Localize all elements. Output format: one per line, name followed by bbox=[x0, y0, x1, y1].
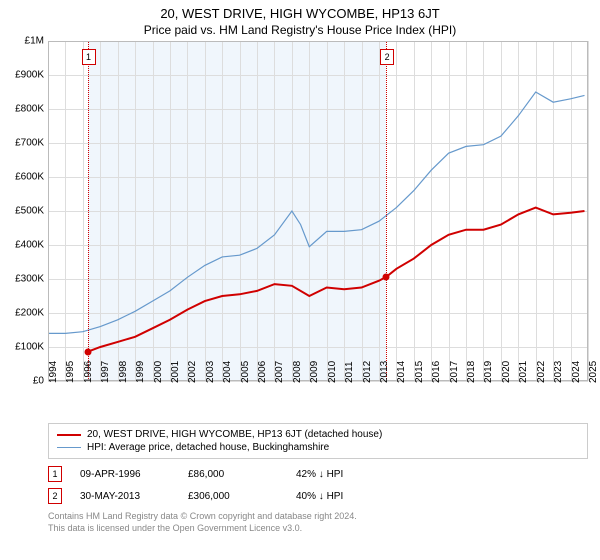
x-tick-label: 2017 bbox=[449, 361, 460, 383]
line-series bbox=[48, 41, 588, 381]
x-tick-label: 2001 bbox=[170, 361, 181, 383]
transaction-price: £86,000 bbox=[188, 469, 278, 480]
x-tick-label: 2002 bbox=[187, 361, 198, 383]
marker-label: 1 bbox=[82, 49, 96, 65]
x-tick-label: 2003 bbox=[205, 361, 216, 383]
marker-vline bbox=[88, 41, 89, 381]
x-tick-label: 2011 bbox=[344, 361, 355, 383]
x-tick-label: 2005 bbox=[240, 361, 251, 383]
footer-line-1: Contains HM Land Registry data © Crown c… bbox=[48, 511, 588, 523]
x-tick-label: 2014 bbox=[396, 361, 407, 383]
legend-swatch bbox=[57, 434, 81, 436]
x-tick-label: 2020 bbox=[501, 361, 512, 383]
legend-label: HPI: Average price, detached house, Buck… bbox=[87, 442, 329, 453]
y-tick-label: £0 bbox=[33, 376, 48, 387]
x-tick-label: 2019 bbox=[483, 361, 494, 383]
x-tick-label: 2018 bbox=[466, 361, 477, 383]
x-tick-label: 2016 bbox=[431, 361, 442, 383]
x-tick-label: 1996 bbox=[83, 361, 94, 383]
y-tick-label: £200K bbox=[15, 308, 48, 319]
legend-swatch bbox=[57, 447, 81, 448]
footer: Contains HM Land Registry data © Crown c… bbox=[48, 511, 588, 534]
plot-area: 12 £0£100K£200K£300K£400K£500K£600K£700K… bbox=[48, 41, 588, 381]
x-tick-label: 1999 bbox=[135, 361, 146, 383]
x-tick-label: 2013 bbox=[379, 361, 390, 383]
legend: 20, WEST DRIVE, HIGH WYCOMBE, HP13 6JT (… bbox=[48, 423, 588, 459]
x-tick-label: 2024 bbox=[571, 361, 582, 383]
legend-item: 20, WEST DRIVE, HIGH WYCOMBE, HP13 6JT (… bbox=[57, 428, 579, 441]
marker-label: 2 bbox=[380, 49, 394, 65]
y-tick-label: £400K bbox=[15, 240, 48, 251]
transaction-date: 30-MAY-2013 bbox=[80, 491, 170, 502]
chart-title: 20, WEST DRIVE, HIGH WYCOMBE, HP13 6JT bbox=[0, 0, 600, 21]
y-tick-label: £700K bbox=[15, 138, 48, 149]
grid-v bbox=[588, 41, 589, 381]
y-tick-label: £1M bbox=[25, 36, 48, 47]
marker-dot bbox=[84, 348, 91, 355]
transaction-pct: 42% ↓ HPI bbox=[296, 469, 386, 480]
x-tick-label: 1997 bbox=[100, 361, 111, 383]
marker-dot bbox=[383, 273, 390, 280]
x-tick-label: 1998 bbox=[118, 361, 129, 383]
transactions-table: 1 09-APR-1996 £86,000 42% ↓ HPI 2 30-MAY-2013… bbox=[48, 463, 588, 507]
x-tick-label: 2004 bbox=[222, 361, 233, 383]
transaction-pct: 40% ↓ HPI bbox=[296, 491, 386, 502]
y-tick-label: £900K bbox=[15, 70, 48, 81]
transaction-date: 09-APR-1996 bbox=[80, 469, 170, 480]
transaction-marker: 2 bbox=[48, 488, 62, 504]
x-tick-label: 2009 bbox=[309, 361, 320, 383]
x-tick-label: 2015 bbox=[414, 361, 425, 383]
transaction-marker: 1 bbox=[48, 466, 62, 482]
series-hpi bbox=[48, 92, 585, 333]
x-tick-label: 2007 bbox=[274, 361, 285, 383]
y-tick-label: £300K bbox=[15, 274, 48, 285]
x-tick-label: 2021 bbox=[518, 361, 529, 383]
transaction-price: £306,000 bbox=[188, 491, 278, 502]
x-tick-label: 2000 bbox=[153, 361, 164, 383]
x-tick-label: 1995 bbox=[65, 361, 76, 383]
chart-container: 20, WEST DRIVE, HIGH WYCOMBE, HP13 6JT P… bbox=[0, 0, 600, 560]
x-tick-label: 2006 bbox=[257, 361, 268, 383]
y-tick-label: £500K bbox=[15, 206, 48, 217]
legend-item: HPI: Average price, detached house, Buck… bbox=[57, 441, 579, 454]
x-tick-label: 2010 bbox=[327, 361, 338, 383]
x-tick-label: 2022 bbox=[536, 361, 547, 383]
y-tick-label: £100K bbox=[15, 342, 48, 353]
y-tick-label: £600K bbox=[15, 172, 48, 183]
marker-vline bbox=[386, 41, 387, 381]
x-tick-label: 2023 bbox=[553, 361, 564, 383]
x-tick-label: 1994 bbox=[48, 361, 59, 383]
y-tick-label: £800K bbox=[15, 104, 48, 115]
transaction-row: 2 30-MAY-2013 £306,000 40% ↓ HPI bbox=[48, 485, 588, 507]
transaction-row: 1 09-APR-1996 £86,000 42% ↓ HPI bbox=[48, 463, 588, 485]
x-axis-labels: 1994199519961997199819992000200120022003… bbox=[48, 381, 588, 419]
footer-line-2: This data is licensed under the Open Gov… bbox=[48, 523, 588, 535]
series-property bbox=[88, 208, 585, 352]
x-tick-label: 2008 bbox=[292, 361, 303, 383]
x-tick-label: 2012 bbox=[362, 361, 373, 383]
x-tick-label: 2025 bbox=[588, 361, 599, 383]
legend-label: 20, WEST DRIVE, HIGH WYCOMBE, HP13 6JT (… bbox=[87, 429, 382, 440]
chart-subtitle: Price paid vs. HM Land Registry's House … bbox=[0, 21, 600, 41]
